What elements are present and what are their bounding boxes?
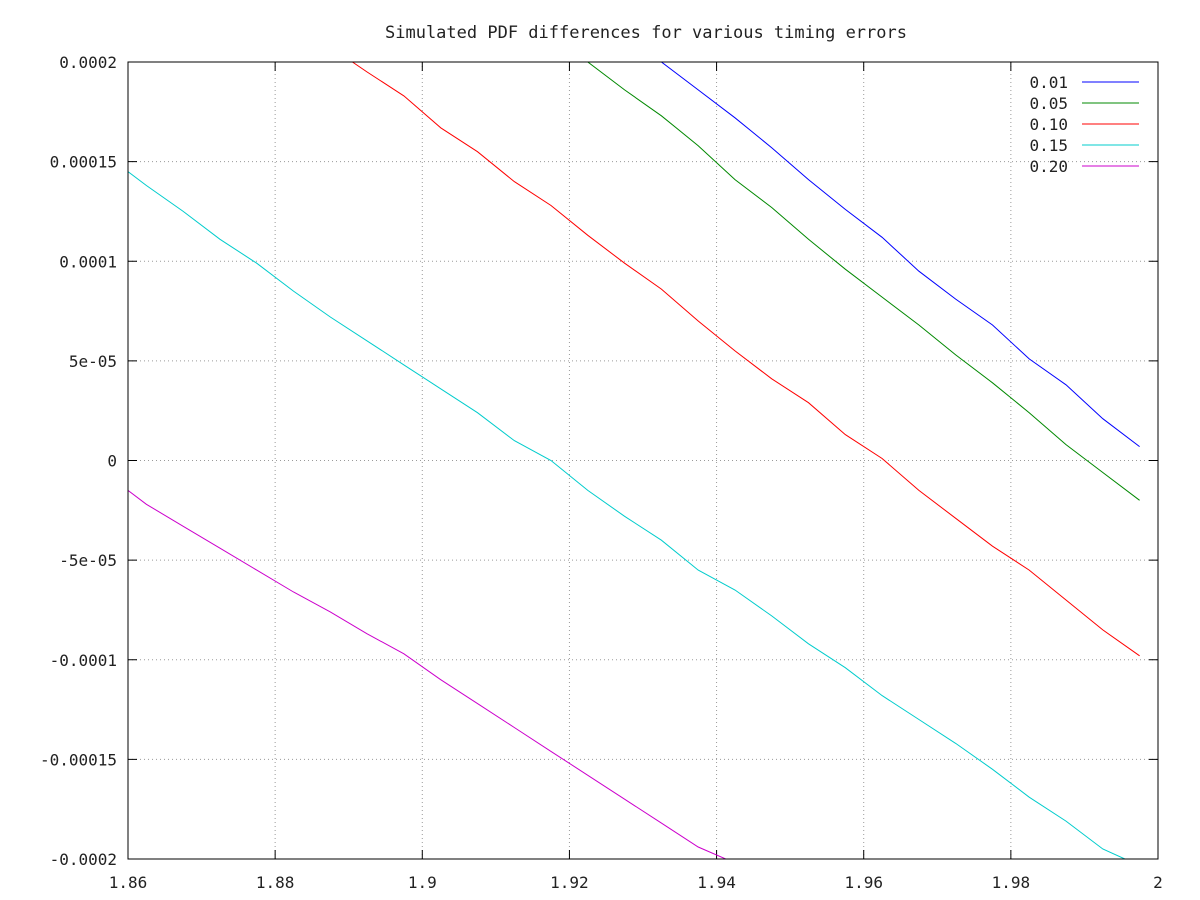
y-tick-label: -0.0002 — [50, 850, 117, 869]
legend: 0.01 0.05 0.10 0.15 0.20 — [1029, 73, 1139, 176]
x-tick-label: 2 — [1153, 873, 1163, 892]
series-line-0.15 — [128, 171, 1126, 859]
y-tick-label: 0.0001 — [59, 252, 117, 271]
x-tick-label: 1.86 — [109, 873, 148, 892]
series-line-0.05 — [587, 62, 1140, 501]
series-group — [128, 62, 1140, 859]
legend-label: 0.15 — [1029, 136, 1068, 155]
y-tick-label: 0.0002 — [59, 53, 117, 72]
legend-label: 0.10 — [1029, 115, 1068, 134]
x-tick-label: 1.92 — [550, 873, 589, 892]
y-tick-label: -0.0001 — [50, 651, 117, 670]
y-tick-label: 5e-05 — [69, 352, 117, 371]
axis-ticks: 1.86 1.88 1.9 1.92 1.94 1.96 1.98 2 0.0002 0.0001… — [40, 53, 1163, 892]
series-line-0.20 — [128, 490, 728, 859]
plot-frame — [127, 61, 1159, 860]
x-tick-label: 1.96 — [844, 873, 883, 892]
y-tick-label: 0 — [107, 452, 117, 471]
x-tick-label: 1.98 — [992, 873, 1031, 892]
x-tick-label: 1.88 — [256, 873, 295, 892]
x-tick-label: 1.94 — [697, 873, 736, 892]
series-line-0.10 — [352, 62, 1140, 657]
x-tick-label: 1.9 — [408, 873, 437, 892]
legend-label: 0.01 — [1029, 73, 1068, 92]
series-line-0.01 — [661, 62, 1140, 447]
legend-label: 0.05 — [1029, 94, 1068, 113]
legend-label: 0.20 — [1029, 157, 1068, 176]
y-tick-label: -0.00015 — [40, 750, 117, 769]
y-tick-label: 0.00015 — [50, 153, 117, 172]
grid — [128, 62, 1158, 859]
y-tick-label: -5e-05 — [59, 551, 117, 570]
chart-title: Simulated PDF differences for various ti… — [385, 23, 907, 43]
